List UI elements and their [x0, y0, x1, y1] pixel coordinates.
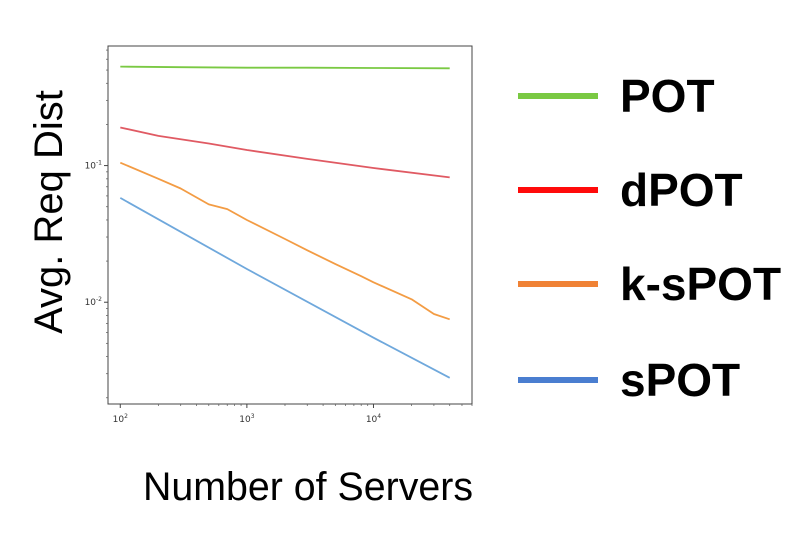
y-axis-label: Avg. Req Dist	[27, 90, 71, 334]
plot-frame	[107, 45, 473, 405]
y-ticks: 10-110-2	[85, 49, 108, 399]
x-tick-label-base: 10	[366, 415, 378, 425]
x-tick-label: 103	[239, 413, 254, 425]
y-tick-label-base: 10	[85, 298, 97, 308]
x-tick-label-base: 10	[113, 415, 125, 425]
y-tick-label: 10-1	[85, 160, 103, 172]
x-tick-label-exponent: 3	[251, 413, 255, 420]
series-lines	[119, 65, 451, 379]
series-line-k-spot	[119, 161, 450, 321]
legend-label-dpot: dPOT	[620, 164, 743, 216]
x-tick-label: 104	[366, 413, 381, 425]
y-tick-label-base: 10	[85, 162, 97, 172]
legend-label-pot: POT	[620, 70, 715, 122]
y-tick-label-exponent: -1	[96, 160, 102, 167]
x-tick-label-exponent: 2	[124, 413, 128, 420]
y-tick-label-exponent: -2	[96, 296, 102, 303]
legend-label-k-spot: k-sPOT	[620, 258, 781, 310]
x-axis-label: Number of Servers	[143, 465, 473, 509]
x-tick-label: 102	[113, 413, 128, 425]
legend-label-spot: sPOT	[620, 354, 740, 406]
legend: POT dPOT k-sPOT sPOT	[518, 70, 781, 406]
x-tick-label-exponent: 4	[377, 413, 381, 420]
series-line-spot	[119, 197, 451, 379]
y-tick-label: 10-2	[85, 296, 103, 308]
series-line-pot	[120, 65, 450, 70]
x-tick-label-base: 10	[239, 415, 251, 425]
x-ticks: 102 103 104	[113, 404, 473, 425]
series-line-dpot	[120, 126, 450, 179]
